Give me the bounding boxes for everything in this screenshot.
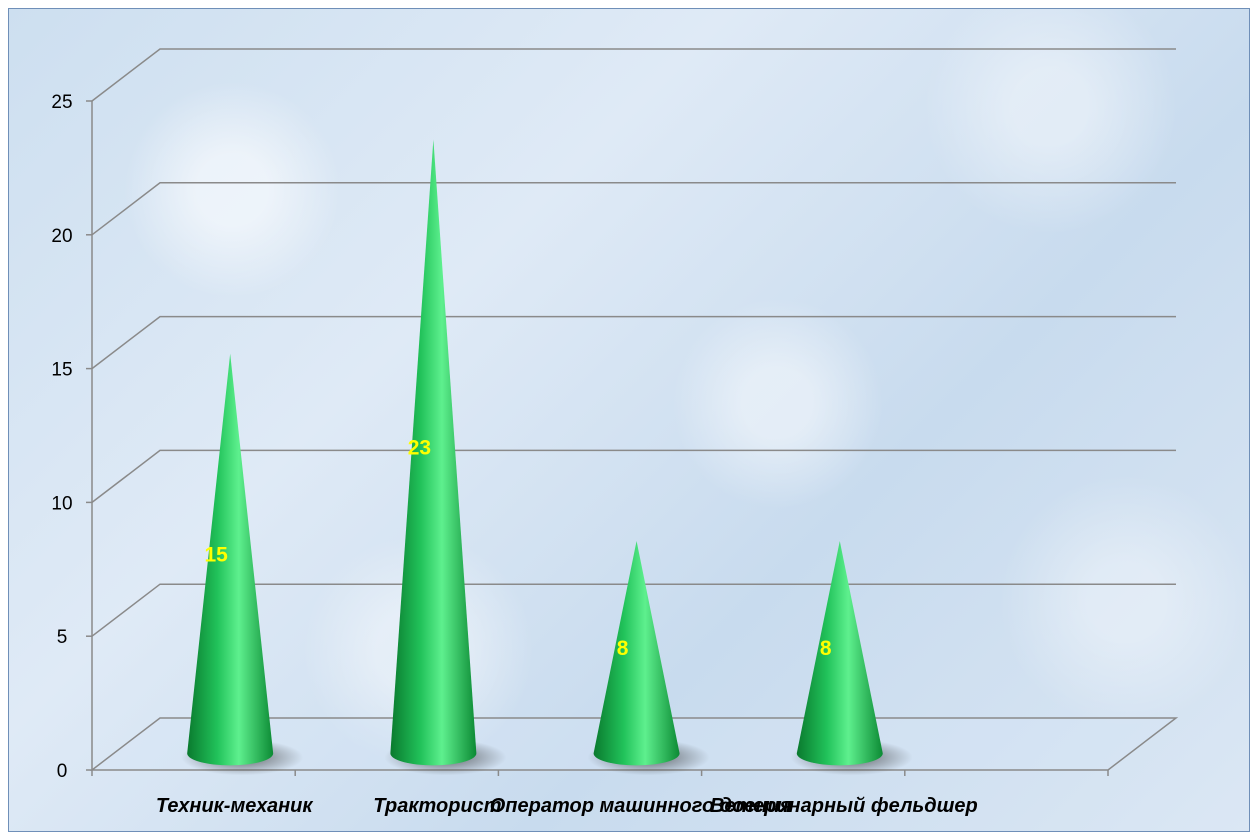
y-tick-label: 20 <box>51 226 72 247</box>
gridline <box>91 315 1176 370</box>
category-label: Оператор машинного доения <box>490 795 792 817</box>
y-tick-label: 15 <box>51 360 72 381</box>
cone-bar <box>390 139 477 766</box>
gridline <box>91 182 1176 236</box>
data-label: 23 <box>408 436 431 459</box>
y-tick-label: 25 <box>51 92 72 113</box>
data-label: 8 <box>820 637 832 660</box>
data-label: 8 <box>617 637 629 660</box>
category-label: Техник-механик <box>156 795 313 817</box>
cone-bar <box>593 540 680 766</box>
cone-bar <box>796 540 883 766</box>
gridline <box>91 449 1176 503</box>
data-label: 15 <box>204 543 228 566</box>
gridline <box>91 48 1176 102</box>
cone-bar <box>187 353 274 766</box>
y-tick-label: 5 <box>57 627 68 648</box>
category-label: Тракторист <box>373 795 501 817</box>
y-tick-label: 0 <box>57 761 68 782</box>
y-tick-label: 10 <box>51 493 72 514</box>
category-label: Ветеринарный фельдшер <box>710 795 978 817</box>
